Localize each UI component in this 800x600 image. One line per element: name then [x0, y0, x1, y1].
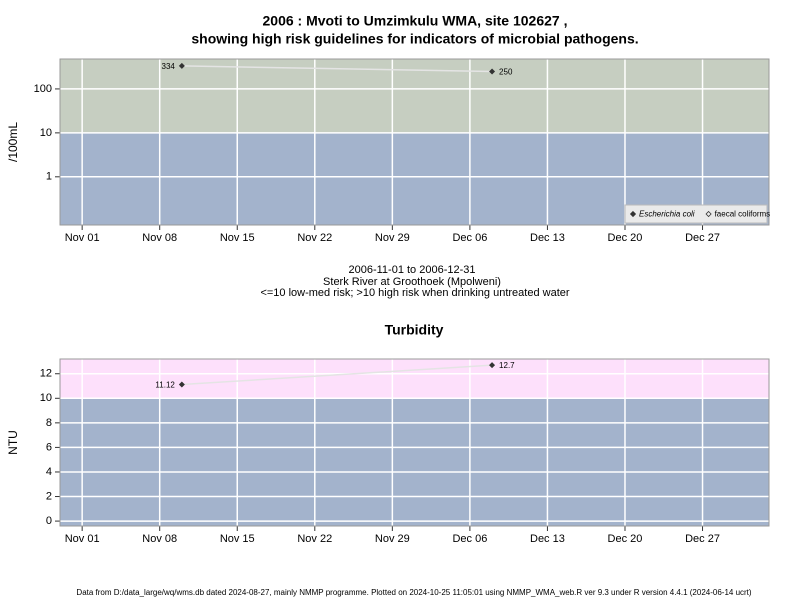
x-tick-label: Dec 27 — [685, 232, 720, 244]
data-label: 12.7 — [499, 361, 515, 370]
data-label: 250 — [499, 68, 513, 77]
data-point — [489, 362, 496, 369]
data-point — [178, 381, 185, 388]
x-tick-label: Dec 06 — [452, 533, 487, 545]
x-tick-label: Nov 29 — [375, 232, 410, 244]
y-tick-label: 1 — [46, 171, 52, 183]
annotation: <=10 low-med risk; >10 high risk when dr… — [260, 287, 569, 299]
y-tick-label: 4 — [46, 466, 52, 478]
y-tick-label: 2 — [46, 490, 52, 502]
y-tick-label: 10 — [40, 392, 52, 404]
y-tick-label: 12 — [40, 368, 52, 380]
chart-title: Turbidity — [385, 322, 444, 338]
data-point — [489, 68, 496, 75]
y-tick-label: 10 — [40, 127, 52, 139]
legend-marker — [705, 210, 712, 218]
x-tick-label: Nov 08 — [142, 533, 177, 545]
x-tick-label: Dec 13 — [530, 533, 565, 545]
series-line — [181, 364, 493, 386]
x-tick-label: Dec 06 — [452, 232, 487, 244]
x-tick-label: Nov 15 — [220, 232, 255, 244]
y-axis-label: NTU — [6, 430, 20, 455]
band-above — [60, 359, 769, 399]
x-tick-label: Dec 20 — [608, 533, 643, 545]
plot-frame — [59, 358, 770, 527]
x-tick-label: Nov 01 — [65, 533, 100, 545]
x-tick-label: Nov 29 — [375, 533, 410, 545]
x-tick-label: Nov 01 — [65, 232, 100, 244]
legend-label: Escherichia coli — [639, 210, 695, 219]
legend-label: faecal coliforms — [715, 210, 771, 219]
x-tick-label: Nov 08 — [142, 232, 177, 244]
x-tick-label: Dec 20 — [608, 232, 643, 244]
y-tick-label: 100 — [34, 83, 52, 95]
x-tick-label: Nov 15 — [220, 533, 255, 545]
y-axis-label: /100mL — [6, 122, 20, 162]
y-tick-label: 0 — [46, 515, 52, 527]
legend-marker — [629, 210, 637, 218]
x-tick-label: Dec 13 — [530, 232, 565, 244]
plot-frame — [59, 58, 770, 226]
chart-title: 2006 : Mvoti to Umzimkulu WMA, site 1026… — [263, 13, 568, 29]
y-tick-label: 6 — [46, 441, 52, 453]
data-point — [178, 62, 185, 69]
x-tick-label: Dec 27 — [685, 533, 720, 545]
legend-box — [624, 204, 768, 224]
data-label: 334 — [162, 62, 176, 71]
series-line — [181, 65, 493, 73]
y-tick-label: 8 — [46, 417, 52, 429]
chart-subtitle: showing high risk guidelines for indicat… — [191, 31, 638, 47]
band-below — [60, 398, 769, 526]
x-tick-label: Nov 22 — [297, 232, 332, 244]
annotation: 2006-11-01 to 2006-12-31 — [348, 264, 475, 276]
footer: Data from D:/data_large/wq/wms.db dated … — [76, 588, 751, 597]
band-above — [60, 59, 769, 133]
annotation: Sterk River at Groothoek (Mpolweni) — [323, 276, 501, 288]
data-label: 11.12 — [155, 381, 175, 390]
x-tick-label: Nov 22 — [297, 533, 332, 545]
